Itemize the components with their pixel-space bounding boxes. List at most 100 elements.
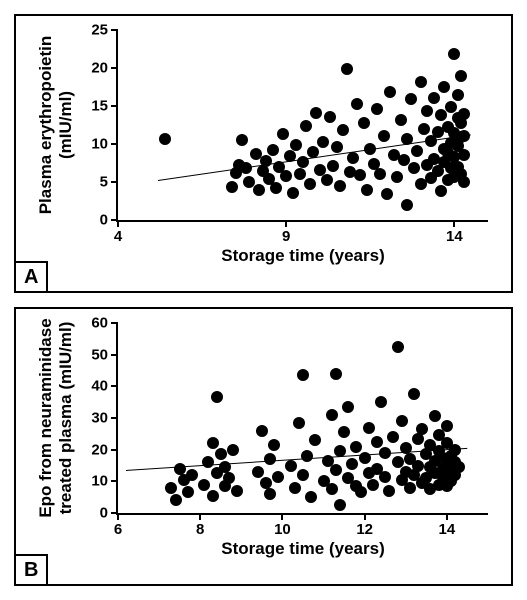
- scatter-point: [435, 185, 447, 197]
- scatter-point: [445, 101, 457, 113]
- scatter-point: [277, 128, 289, 140]
- scatter-point: [227, 444, 239, 456]
- y-tick-label: 5: [100, 174, 108, 191]
- panel-b-label: B: [14, 554, 48, 586]
- scatter-point: [379, 471, 391, 483]
- scatter-point: [287, 187, 299, 199]
- scatter-point: [455, 70, 467, 82]
- scatter-point: [289, 482, 301, 494]
- scatter-point: [363, 422, 375, 434]
- scatter-point: [421, 105, 433, 117]
- y-tick: [111, 29, 118, 31]
- scatter-point: [215, 448, 227, 460]
- scatter-point: [211, 391, 223, 403]
- scatter-point: [330, 368, 342, 380]
- scatter-point: [355, 486, 367, 498]
- y-tick-label: 10: [91, 473, 108, 490]
- scatter-point: [361, 184, 373, 196]
- scatter-point: [371, 103, 383, 115]
- scatter-point: [294, 168, 306, 180]
- x-tick: [285, 220, 287, 227]
- scatter-point: [458, 149, 470, 161]
- scatter-point: [371, 436, 383, 448]
- scatter-point: [350, 441, 362, 453]
- y-axis-title: Plasma erythropoietin (mIU/ml): [36, 36, 76, 215]
- scatter-point: [297, 369, 309, 381]
- y-tick: [111, 354, 118, 356]
- scatter-point: [305, 491, 317, 503]
- scatter-point: [404, 482, 416, 494]
- y-tick-label: 40: [91, 378, 108, 395]
- x-tick: [117, 513, 119, 520]
- scatter-point: [310, 107, 322, 119]
- scatter-point: [347, 152, 359, 164]
- y-tick-label: 0: [100, 505, 108, 522]
- scatter-point: [240, 162, 252, 174]
- scatter-point: [408, 162, 420, 174]
- scatter-point: [321, 174, 333, 186]
- scatter-point: [182, 486, 194, 498]
- x-tick-label: 10: [274, 521, 291, 538]
- scatter-point: [453, 461, 465, 473]
- scatter-point: [375, 396, 387, 408]
- scatter-point: [428, 92, 440, 104]
- scatter-point: [438, 81, 450, 93]
- scatter-point: [381, 188, 393, 200]
- scatter-point: [384, 86, 396, 98]
- scatter-point: [334, 445, 346, 457]
- scatter-point: [429, 410, 441, 422]
- scatter-point: [165, 482, 177, 494]
- x-tick-label: 14: [439, 521, 456, 538]
- scatter-point: [297, 469, 309, 481]
- scatter-point: [374, 168, 386, 180]
- y-tick: [111, 67, 118, 69]
- scatter-point: [207, 490, 219, 502]
- y-tick-label: 20: [91, 441, 108, 458]
- scatter-point: [307, 146, 319, 158]
- scatter-point: [405, 93, 417, 105]
- panel-a-label: A: [14, 261, 48, 293]
- x-axis-title: Storage time (years): [221, 246, 384, 266]
- scatter-point: [272, 471, 284, 483]
- scatter-point: [379, 447, 391, 459]
- scatter-point: [317, 136, 329, 148]
- scatter-point: [252, 466, 264, 478]
- scatter-point: [268, 439, 280, 451]
- scatter-point: [359, 452, 371, 464]
- scatter-point: [170, 494, 182, 506]
- scatter-point: [401, 133, 413, 145]
- y-tick-label: 25: [91, 22, 108, 39]
- scatter-point: [300, 120, 312, 132]
- scatter-point: [256, 425, 268, 437]
- scatter-point: [364, 143, 376, 155]
- y-tick-label: 0: [100, 212, 108, 229]
- scatter-point: [435, 109, 447, 121]
- scatter-point: [330, 464, 342, 476]
- y-tick-label: 20: [91, 60, 108, 77]
- scatter-point: [285, 460, 297, 472]
- scatter-point: [391, 171, 403, 183]
- scatter-point: [458, 130, 470, 142]
- x-tick: [117, 220, 119, 227]
- scatter-point: [264, 453, 276, 465]
- scatter-point: [326, 409, 338, 421]
- scatter-point: [452, 89, 464, 101]
- y-tick-label: 50: [91, 346, 108, 363]
- y-tick: [111, 417, 118, 419]
- y-tick: [111, 105, 118, 107]
- scatter-point: [260, 155, 272, 167]
- scatter-point: [226, 181, 238, 193]
- scatter-point: [297, 156, 309, 168]
- scatter-point: [458, 108, 470, 120]
- scatter-point: [408, 388, 420, 400]
- y-tick: [111, 181, 118, 183]
- scatter-point: [396, 415, 408, 427]
- scatter-point: [198, 479, 210, 491]
- y-tick: [111, 143, 118, 145]
- x-tick-label: 14: [446, 228, 463, 245]
- scatter-point: [415, 76, 427, 88]
- panel-b: B 010203040506068101214Storage time (yea…: [14, 307, 513, 586]
- y-tick-label: 15: [91, 98, 108, 115]
- scatter-point: [412, 460, 424, 472]
- scatter-point: [338, 426, 350, 438]
